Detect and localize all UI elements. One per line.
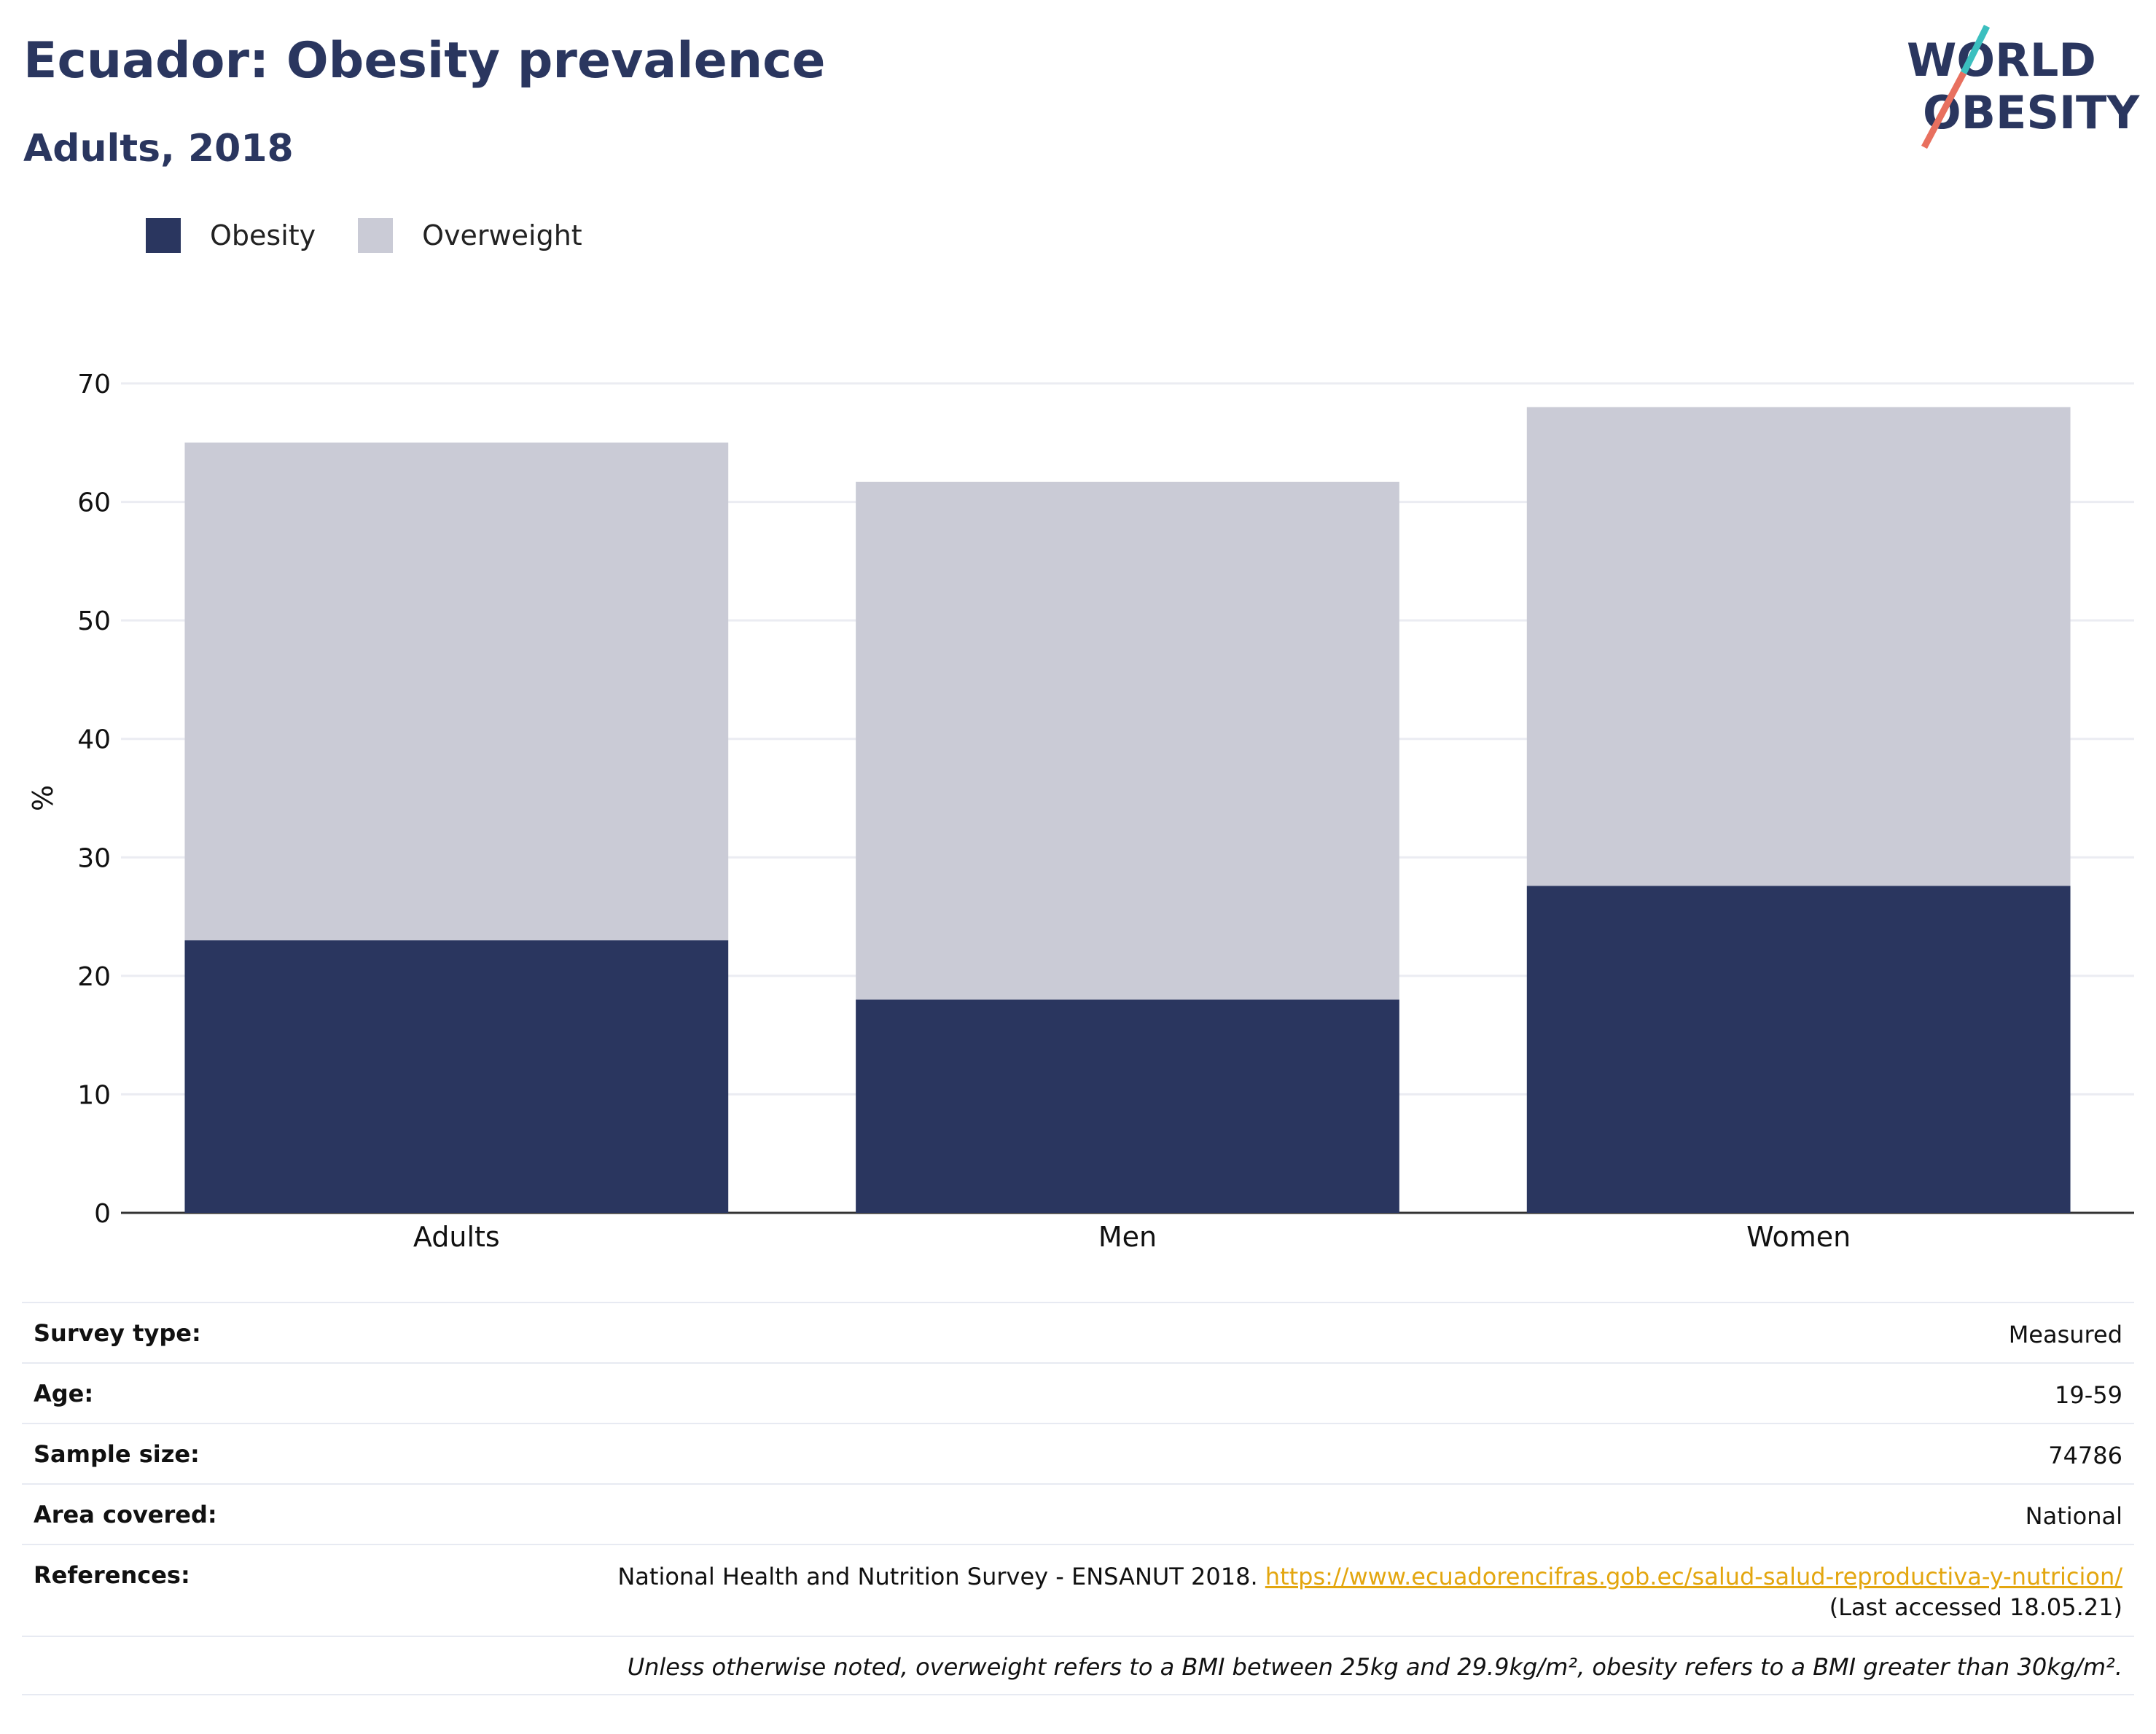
survey-type-value: Measured [2008, 1321, 2122, 1348]
page-subtitle: Adults, 2018 [23, 127, 294, 171]
logo-line1: WORLD [1907, 34, 2096, 87]
y-tick-label: 70 [77, 370, 111, 399]
info-row-references: References: National Health and Nutritio… [22, 1544, 2134, 1636]
y-tick-label: 60 [77, 488, 111, 518]
legend-label-obesity: Obesity [210, 219, 316, 251]
y-tick-label: 10 [77, 1080, 111, 1110]
bar-overweight-men [856, 481, 1399, 1000]
legend-label-overweight: Overweight [422, 219, 582, 251]
bar-obesity-adults [184, 940, 729, 1213]
age-value: 19-59 [2055, 1381, 2122, 1409]
logo-line2: OBESITY [1923, 86, 2140, 139]
survey-type-label: Survey type: [34, 1319, 201, 1347]
legend-swatch-obesity [146, 218, 181, 253]
survey-info-table: Survey type: Measured Age: 19-59 Sample … [22, 1302, 2134, 1695]
chart-legend: Obesity Overweight [146, 216, 625, 255]
legend-item-overweight: Overweight [358, 218, 582, 253]
y-axis-title: % [27, 785, 59, 811]
references-label: References: [34, 1561, 190, 1589]
info-row-age: Age: 19-59 [22, 1362, 2134, 1423]
bmi-footnote: Unless otherwise noted, overweight refer… [22, 1636, 2134, 1695]
logo-accent-teal [1960, 24, 1991, 75]
info-row-area: Area covered: National [22, 1483, 2134, 1544]
references-value: National Health and Nutrition Survey - E… [617, 1561, 2122, 1622]
bar-overweight-adults [184, 442, 729, 941]
bar-obesity-women [1526, 886, 2071, 1213]
page-title: Ecuador: Obesity prevalence [23, 32, 826, 90]
bar-obesity-men [856, 999, 1399, 1213]
y-tick-label: 0 [94, 1199, 111, 1229]
x-tick-label: Adults [413, 1221, 500, 1253]
references-link[interactable]: https://www.ecuadorencifras.gob.ec/salud… [1265, 1563, 2122, 1590]
sample-size-label: Sample size: [34, 1440, 200, 1468]
y-tick-label: 20 [77, 962, 111, 992]
logo-accent-coral [1921, 71, 1966, 149]
obesity-bar-chart: 0 10 20 30 40 50 60 70% Adults Men Women [27, 370, 2134, 1253]
references-accessed: (Last accessed 18.05.21) [1829, 1593, 2122, 1621]
legend-item-obesity: Obesity [146, 218, 316, 253]
x-tick-label: Women [1746, 1221, 1851, 1253]
x-tick-label: Men [1098, 1221, 1157, 1253]
world-obesity-logo: WORLD OBESITY [1907, 24, 2140, 149]
area-value: National [2025, 1502, 2122, 1530]
bar-overweight-women [1526, 407, 2071, 886]
info-row-survey-type: Survey type: Measured [22, 1302, 2134, 1362]
y-tick-label: 40 [77, 725, 111, 755]
y-tick-label: 30 [77, 843, 111, 873]
references-text: National Health and Nutrition Survey - E… [617, 1563, 1258, 1590]
age-label: Age: [34, 1380, 94, 1407]
info-row-sample-size: Sample size: 74786 [22, 1423, 2134, 1483]
legend-swatch-overweight [358, 218, 394, 253]
y-tick-label: 50 [77, 606, 111, 636]
sample-size-value: 74786 [2048, 1442, 2122, 1469]
area-label: Area covered: [34, 1501, 217, 1528]
